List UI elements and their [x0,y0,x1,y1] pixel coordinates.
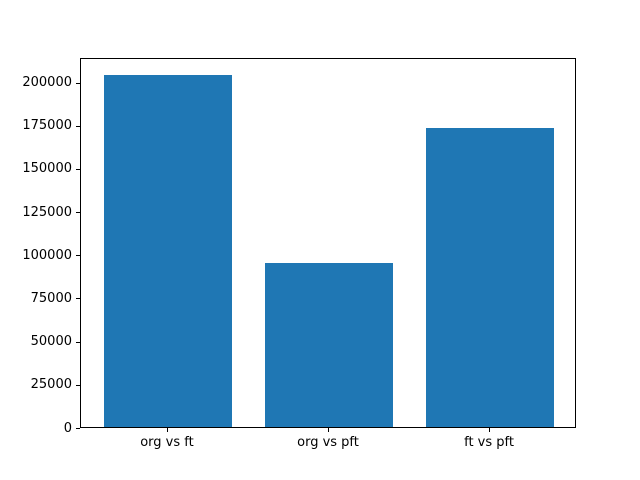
y-tick-mark [76,82,80,84]
x-tick-label: ft vs pft [464,435,514,450]
y-tick-mark [76,428,80,429]
y-tick-label: 25000 [30,377,72,393]
y-tick-mark [76,384,80,386]
y-tick-label: 175000 [22,118,72,134]
y-tick-mark [76,298,80,300]
y-tick-label: 100000 [22,247,72,263]
x-tick-mark [489,428,491,432]
x-tick-mark [166,428,168,432]
bar-ft-vs-pft [425,128,555,427]
y-tick-label: 50000 [30,334,72,350]
y-tick-mark [76,168,80,170]
y-tick-label: 200000 [22,75,72,91]
x-tick-label: org vs ft [140,435,194,450]
y-tick-label: 0 [63,420,72,436]
y-tick-mark [76,125,80,127]
x-tick-mark [328,428,329,432]
y-tick-label: 125000 [22,204,72,220]
plot-area [80,58,576,428]
y-tick-label: 75000 [30,290,72,306]
y-tick-mark [76,212,80,214]
y-tick-mark [76,255,80,257]
x-tick-label: org vs pft [297,435,359,450]
bar-org-vs-ft [103,74,233,427]
y-tick-mark [76,341,80,343]
bar-org-vs-pft [264,262,394,427]
y-tick-label: 150000 [22,161,72,177]
